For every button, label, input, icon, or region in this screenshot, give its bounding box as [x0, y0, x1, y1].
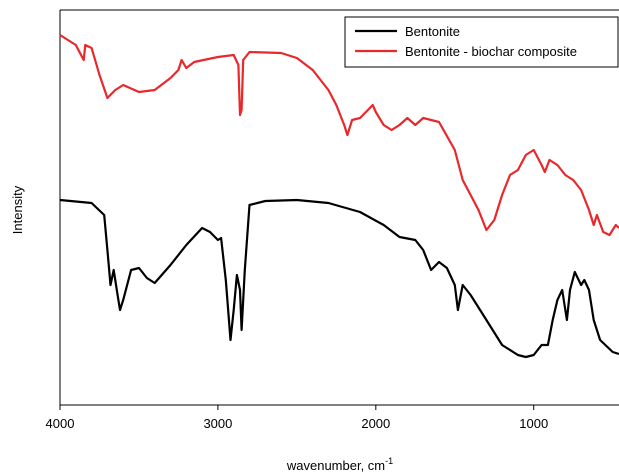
x-axis-label-superscript: -1 [385, 456, 393, 466]
series-line [59, 34, 619, 237]
x-tick-label: 4000 [46, 416, 75, 431]
legend-label: Bentonite [405, 24, 460, 39]
x-tick-label: 1000 [519, 416, 548, 431]
x-tick-label: 2000 [361, 416, 390, 431]
legend-label: Bentonite - biochar composite [405, 44, 577, 59]
x-axis-label-text: wavenumber, cm [286, 458, 385, 473]
x-axis-label: wavenumber, cm-1 [286, 456, 393, 473]
legend-box [344, 16, 619, 68]
y-axis-label: Intensity [10, 185, 25, 234]
series-line [59, 198, 619, 359]
x-tick-label: 3000 [203, 416, 232, 431]
